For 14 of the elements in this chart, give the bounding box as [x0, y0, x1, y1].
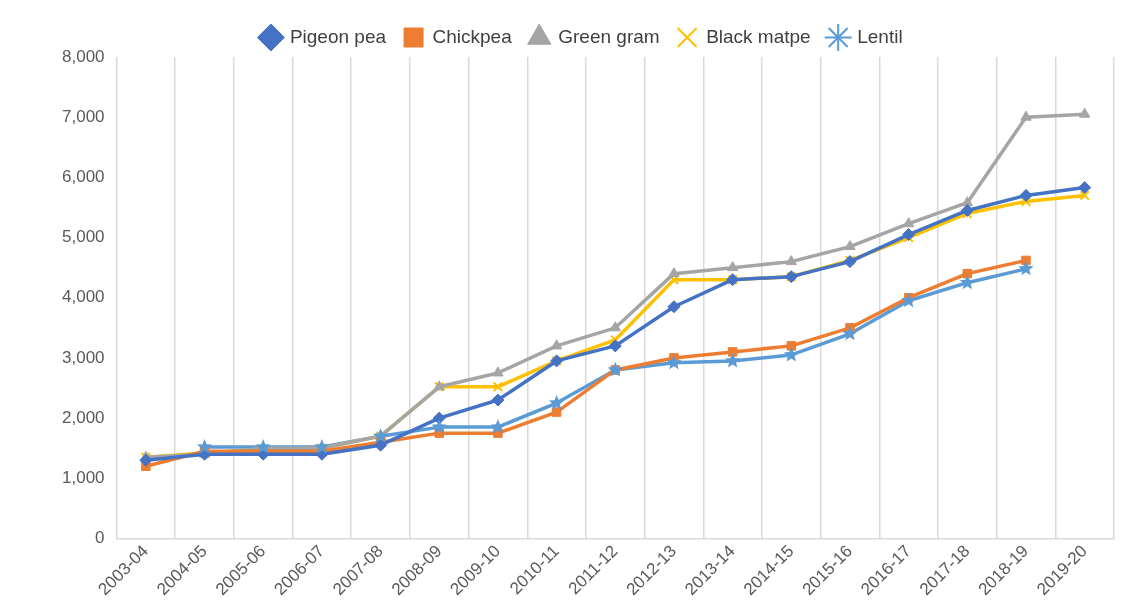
y-tick-label: 1,000 — [61, 467, 105, 487]
y-tick-label: 3,000 — [61, 347, 105, 367]
legend-label: Lentil — [857, 25, 903, 47]
legend-label: Green gram — [558, 25, 660, 47]
y-tick-label: 0 — [95, 528, 105, 548]
legend-label: Pigeon pea — [289, 25, 387, 47]
y-tick-label: 2,000 — [61, 407, 105, 427]
y-tick-label: 5,000 — [61, 227, 105, 247]
y-tick-label: 7,000 — [61, 106, 105, 126]
legend-label: Chickpea — [432, 25, 513, 47]
legend-label: Black matpe — [706, 25, 811, 47]
y-tick-label: 6,000 — [61, 167, 105, 187]
y-tick-label: 8,000 — [61, 46, 105, 66]
y-tick-label: 4,000 — [61, 287, 105, 307]
